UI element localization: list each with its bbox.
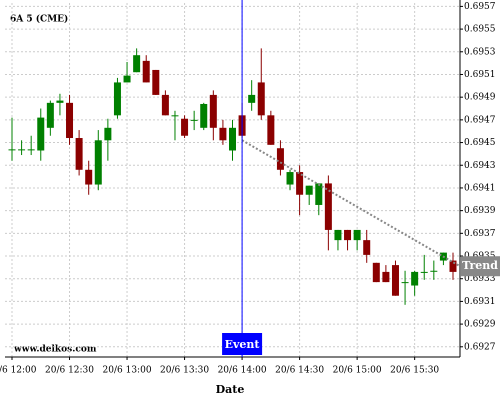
candle-body (305, 185, 313, 195)
y-tick-label: 0.6953 (464, 47, 496, 57)
candle-body (401, 282, 409, 284)
candle-body (37, 117, 45, 151)
x-tick-label: 20/6 15:00 (333, 366, 382, 376)
y-tick-label: 0.6951 (464, 70, 496, 80)
candle-body (209, 94, 217, 128)
event-label: Event (225, 338, 261, 351)
candle-body (449, 260, 457, 272)
y-tick-label: 0.6931 (464, 297, 496, 307)
candle-body (363, 240, 371, 255)
candle-body (181, 118, 189, 136)
candle-body (411, 271, 419, 286)
x-tick-label: 20/6 15:30 (390, 366, 439, 376)
trend-label: Trend (462, 259, 498, 272)
candle-body (334, 229, 342, 241)
y-tick-label: 0.6955 (464, 25, 496, 35)
candle-body (171, 115, 179, 117)
y-tick-label: 0.6947 (464, 115, 496, 125)
candle-body (152, 69, 160, 95)
y-tick-label: 0.6927 (464, 342, 496, 352)
x-axis-label: Date (216, 383, 245, 396)
candle-body (123, 75, 131, 83)
candle-body (353, 229, 361, 241)
candle-body (46, 102, 54, 128)
candle-body (296, 172, 304, 195)
x-tick-label: 20/6 12:00 (0, 366, 37, 376)
candle-body (315, 183, 323, 205)
y-tick-label: 0.6939 (464, 206, 496, 216)
y-tick-label: 0.6937 (464, 229, 496, 239)
candle-body (420, 271, 428, 273)
candle-body (66, 102, 74, 139)
trend-line (241, 139, 461, 268)
y-tick-label: 0.6945 (464, 138, 496, 148)
y-tick-label: 0.6941 (464, 183, 496, 193)
candle-body (229, 127, 236, 151)
y-tick-label: 0.6933 (464, 274, 496, 284)
x-tick-label: 20/6 13:00 (103, 366, 152, 376)
x-tick-label: 20/6 14:00 (218, 366, 267, 376)
candle-body (344, 229, 352, 241)
x-tick-label: 20/6 14:30 (275, 366, 324, 376)
candle-body (276, 148, 284, 170)
candle-body (85, 169, 93, 185)
y-tick-label: 0.6929 (464, 320, 496, 330)
candle-body (286, 172, 294, 185)
y-tick-label: 0.6949 (464, 93, 496, 103)
candle-body (324, 183, 332, 230)
candle-body (94, 140, 102, 185)
candle-body (257, 82, 265, 116)
candle-body (372, 262, 380, 283)
candle-body (8, 149, 16, 151)
chart-title: 6A 5 (CME) (10, 14, 68, 25)
candle-body (391, 265, 399, 296)
candle-body (113, 82, 121, 116)
candle-body (27, 149, 35, 151)
candle-body (56, 100, 64, 103)
candle-body (382, 271, 390, 283)
candle-body (142, 60, 150, 83)
candle-body (267, 115, 275, 145)
candle-body (430, 270, 438, 272)
event-label-box (222, 333, 263, 355)
candle-body (75, 138, 83, 170)
y-tick-label: 0.6943 (464, 161, 496, 171)
candle-body (248, 94, 256, 103)
candle-body (104, 127, 112, 141)
x-tick-label: 20/6 12:30 (45, 366, 94, 376)
candle-body (18, 149, 26, 151)
candle-body (219, 127, 227, 141)
candle-body (200, 103, 208, 128)
candle-body (190, 119, 198, 121)
x-tick-label: 20/6 13:30 (160, 366, 209, 376)
trend-label-box (461, 256, 500, 277)
candle-body (161, 94, 169, 116)
watermark: www.delkos.com (13, 345, 97, 355)
y-tick-label: 0.6957 (464, 2, 496, 12)
candle-body (133, 55, 141, 73)
